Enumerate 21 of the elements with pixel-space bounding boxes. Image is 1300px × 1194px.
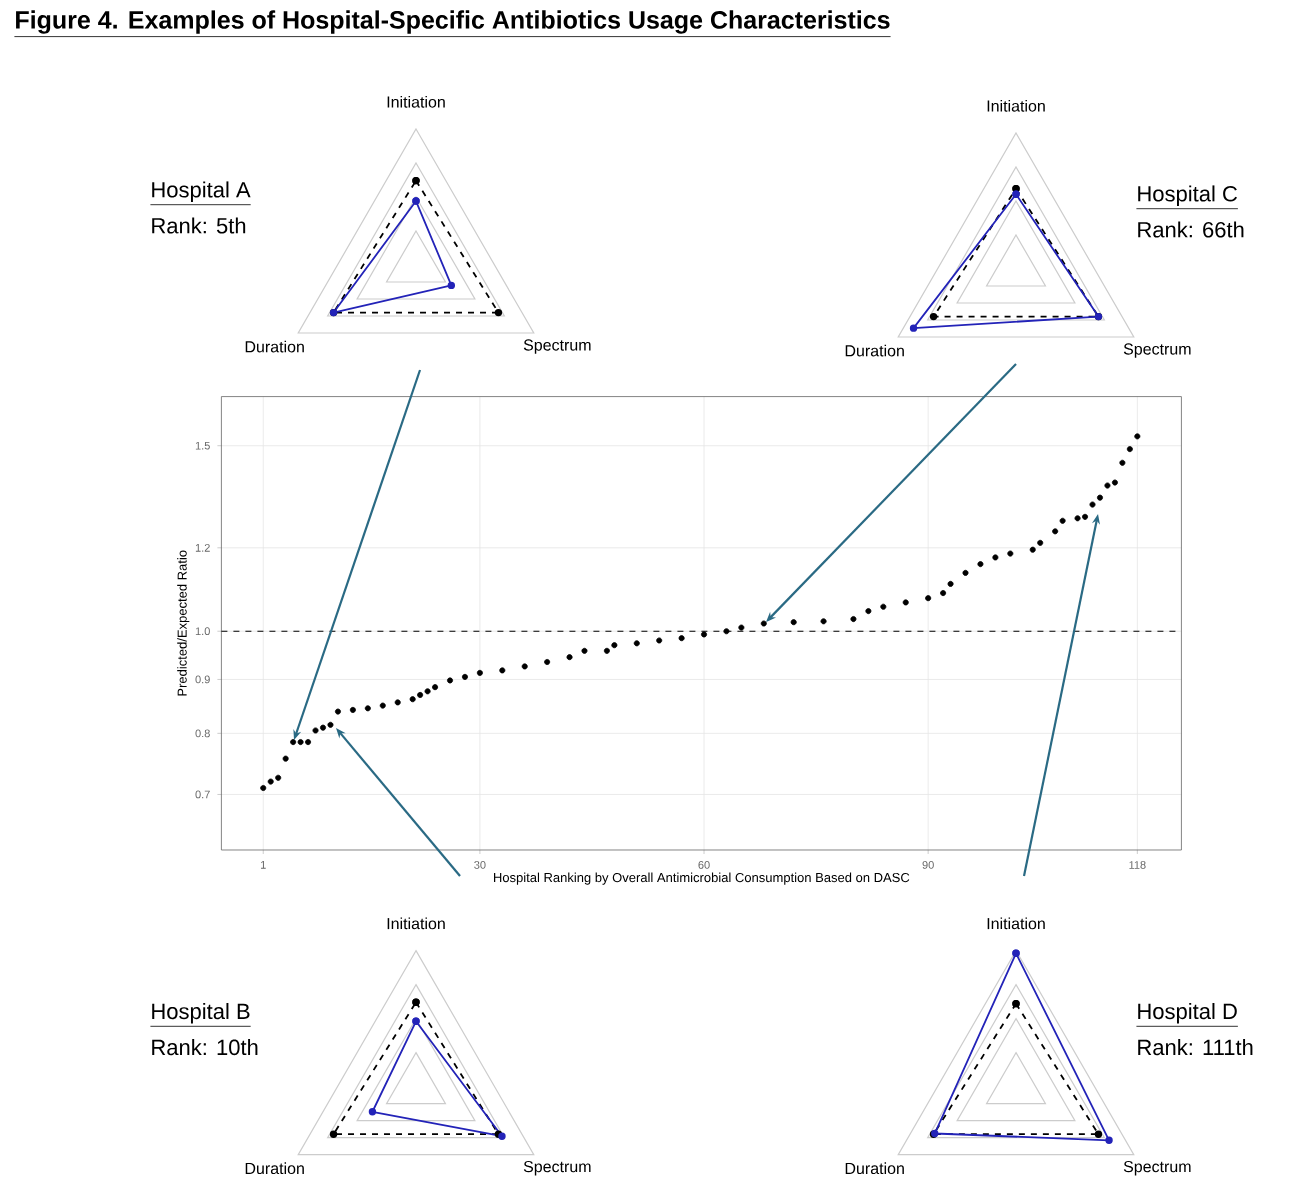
text: Hospital C	[1138, 185, 1238, 206]
chart-title: Figure 4. Examples of Hospital-Specific Antibiotics Usage Characteristics	[16, 10, 890, 34]
spoke-label: Spectrum	[1123, 343, 1191, 358]
spoke-label: Duration	[845, 1162, 904, 1175]
text: Hospital D	[1138, 1003, 1237, 1024]
spoke-label: Initiation	[987, 917, 1045, 930]
text: Rank: 10th	[152, 1039, 258, 1056]
spoke-label: Spectrum	[523, 1160, 591, 1176]
spoke-label: Spectrum	[523, 339, 591, 354]
spoke-label: Initiation	[387, 95, 445, 108]
text: Rank: 66th	[1138, 221, 1244, 238]
text: Rank: 5th	[152, 217, 246, 234]
spoke-label: Duration	[245, 1162, 304, 1175]
spoke-label: Initiation	[387, 917, 445, 930]
spoke-label: Spectrum	[1123, 1160, 1191, 1176]
text: Hospital A	[152, 181, 251, 202]
spoke-label: Duration	[845, 344, 904, 357]
spoke-label: Initiation	[987, 99, 1045, 112]
text: Hospital B	[152, 1003, 250, 1024]
spoke-label: Duration	[245, 340, 304, 353]
text: Rank: 111th	[1138, 1039, 1253, 1056]
